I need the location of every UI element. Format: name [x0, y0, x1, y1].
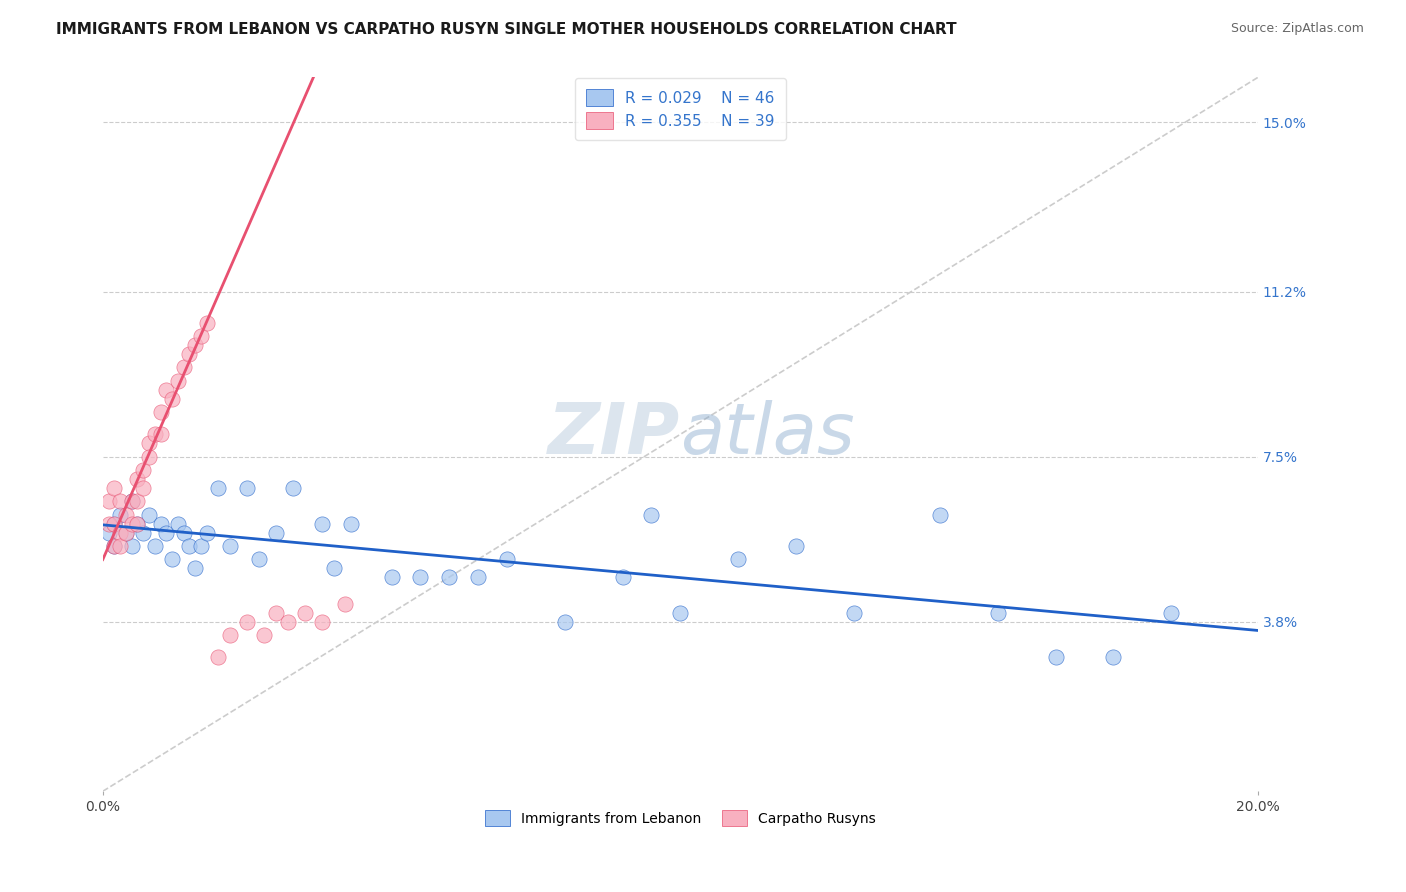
Point: [127, 494, 149, 508]
Point: [311, 615, 333, 629]
Point: [340, 516, 363, 531]
Point: [173, 525, 195, 540]
Point: [1160, 606, 1182, 620]
Point: [121, 494, 143, 508]
Point: [121, 516, 143, 531]
Point: [127, 516, 149, 531]
Point: [496, 552, 519, 566]
Point: [108, 494, 131, 508]
Point: [127, 472, 149, 486]
Point: [987, 606, 1010, 620]
Text: ZIP: ZIP: [548, 400, 681, 469]
Point: [103, 539, 125, 553]
Point: [132, 525, 155, 540]
Point: [842, 606, 865, 620]
Point: [160, 392, 183, 406]
Point: [335, 597, 357, 611]
Point: [108, 508, 131, 522]
Point: [207, 481, 229, 495]
Point: [108, 539, 131, 553]
Point: [115, 525, 138, 540]
Point: [97, 494, 120, 508]
Point: [929, 508, 952, 522]
Point: [727, 552, 749, 566]
Point: [179, 347, 201, 361]
Point: [155, 525, 177, 540]
Point: [138, 508, 160, 522]
Point: [149, 405, 172, 419]
Point: [132, 481, 155, 495]
Point: [247, 552, 270, 566]
Text: Source: ZipAtlas.com: Source: ZipAtlas.com: [1230, 22, 1364, 36]
Point: [322, 561, 344, 575]
Point: [1045, 650, 1067, 665]
Point: [236, 481, 259, 495]
Text: atlas: atlas: [681, 400, 855, 469]
Point: [612, 570, 634, 584]
Point: [103, 516, 125, 531]
Point: [132, 463, 155, 477]
Point: [439, 570, 461, 584]
Point: [160, 552, 183, 566]
Point: [218, 628, 240, 642]
Point: [97, 525, 120, 540]
Point: [115, 525, 138, 540]
Point: [103, 516, 125, 531]
Point: [409, 570, 432, 584]
Point: [149, 427, 172, 442]
Point: [173, 360, 195, 375]
Point: [115, 508, 138, 522]
Point: [785, 539, 807, 553]
Point: [103, 539, 125, 553]
Point: [155, 383, 177, 397]
Legend: Immigrants from Lebanon, Carpatho Rusyns: Immigrants from Lebanon, Carpatho Rusyns: [477, 802, 884, 834]
Point: [218, 539, 240, 553]
Point: [1102, 650, 1125, 665]
Point: [294, 606, 316, 620]
Point: [127, 516, 149, 531]
Point: [103, 481, 125, 495]
Point: [167, 516, 190, 531]
Point: [277, 615, 299, 629]
Point: [179, 539, 201, 553]
Point: [97, 516, 120, 531]
Point: [311, 516, 333, 531]
Point: [467, 570, 489, 584]
Point: [264, 525, 287, 540]
Point: [195, 316, 218, 330]
Point: [283, 481, 305, 495]
Point: [143, 427, 166, 442]
Point: [138, 436, 160, 450]
Point: [669, 606, 692, 620]
Point: [253, 628, 276, 642]
Point: [380, 570, 402, 584]
Point: [207, 650, 229, 665]
Point: [236, 615, 259, 629]
Text: IMMIGRANTS FROM LEBANON VS CARPATHO RUSYN SINGLE MOTHER HOUSEHOLDS CORRELATION C: IMMIGRANTS FROM LEBANON VS CARPATHO RUSY…: [56, 22, 957, 37]
Point: [190, 539, 212, 553]
Point: [184, 338, 207, 352]
Point: [143, 539, 166, 553]
Point: [554, 615, 576, 629]
Point: [149, 516, 172, 531]
Point: [190, 329, 212, 343]
Point: [138, 450, 160, 464]
Point: [121, 539, 143, 553]
Point: [264, 606, 287, 620]
Point: [167, 374, 190, 388]
Point: [108, 525, 131, 540]
Point: [195, 525, 218, 540]
Point: [121, 494, 143, 508]
Point: [184, 561, 207, 575]
Point: [640, 508, 662, 522]
